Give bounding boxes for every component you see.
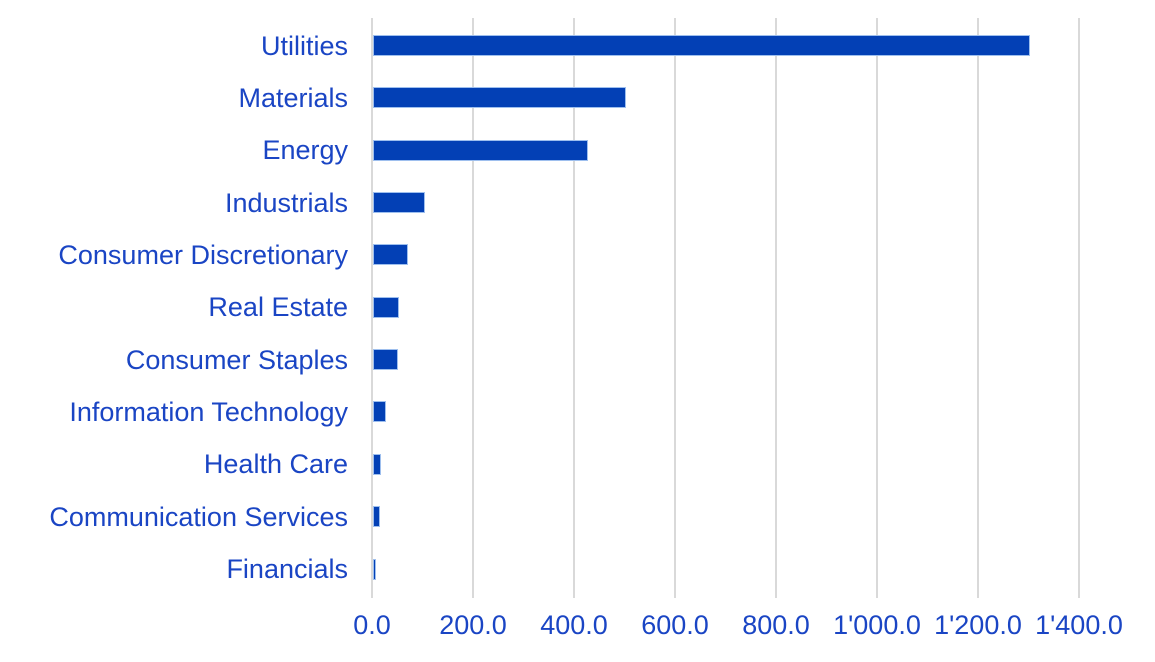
- category-label: Consumer Discretionary: [58, 239, 348, 270]
- bar-consumer-discretionary: [373, 244, 409, 266]
- bar-industrials: [373, 192, 425, 214]
- category-label: Health Care: [203, 449, 348, 480]
- bar-real-estate: [373, 296, 399, 318]
- x-axis-tick-label: 800.0: [742, 610, 810, 640]
- category-label: Financials: [226, 554, 348, 584]
- gridline-400: [573, 18, 575, 598]
- bar-information-technology: [373, 401, 387, 423]
- x-axis-tick-label: 200.0: [439, 610, 507, 640]
- gridline-800: [775, 18, 777, 598]
- bar-health-care: [373, 453, 382, 475]
- category-label: Energy: [262, 135, 348, 166]
- bar-materials: [373, 87, 626, 109]
- category-label: Industrials: [224, 187, 348, 218]
- bar-consumer-staples: [373, 349, 398, 371]
- x-axis-tick-label: 1'200.0: [934, 610, 1022, 640]
- bar-communication-services: [373, 506, 381, 528]
- x-axis-tick-label: 600.0: [641, 610, 709, 640]
- bar-energy: [373, 139, 588, 161]
- category-label: Materials: [238, 82, 348, 113]
- gridline-0: [371, 18, 373, 598]
- gridline-1000: [876, 18, 878, 598]
- category-label: Consumer Staples: [125, 344, 348, 375]
- bar-financials: [373, 558, 376, 580]
- x-axis-tick-label: 1'000.0: [833, 610, 921, 640]
- x-axis-tick-label: 400.0: [540, 610, 608, 640]
- category-label: Utilities: [260, 30, 348, 61]
- x-axis-tick-label: 1'400.0: [1035, 610, 1123, 640]
- gridline-200: [472, 18, 474, 598]
- category-label: Information Technology: [69, 396, 348, 427]
- category-label: Real Estate: [208, 292, 348, 323]
- gridline-1200: [977, 18, 979, 598]
- category-label: Communication Services: [49, 501, 348, 532]
- x-axis-tick-label: 0.0: [353, 610, 391, 640]
- gridline-1400: [1078, 18, 1080, 598]
- bar-utilities: [373, 35, 1030, 56]
- gridline-600: [674, 18, 676, 598]
